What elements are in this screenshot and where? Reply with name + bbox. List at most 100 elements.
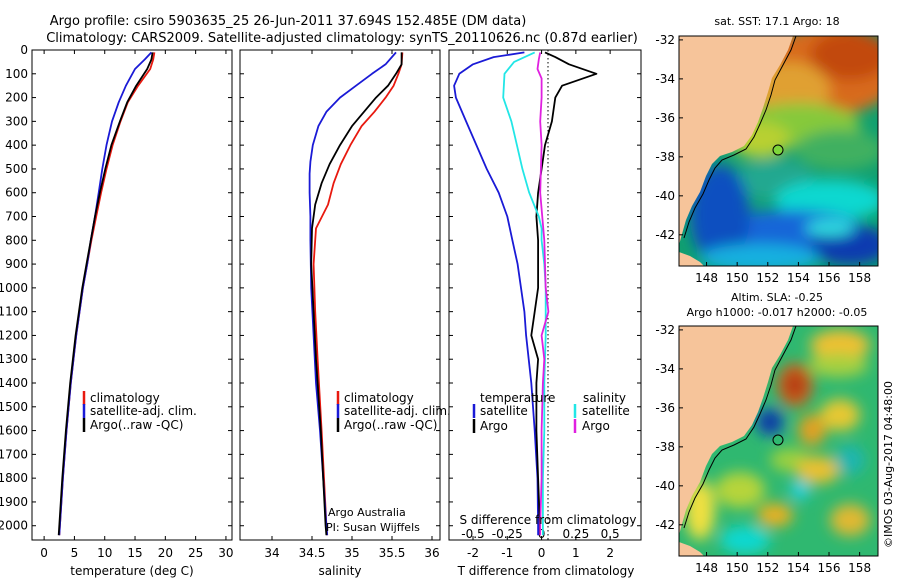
temperature-panel xyxy=(31,49,233,541)
annotation-pi: PI: Susan Wijffels xyxy=(326,521,420,534)
x-tick-label: 1 xyxy=(572,546,580,560)
profile-line-s-climatology xyxy=(312,52,404,536)
profile-line-s-satellite-adj-clim- xyxy=(308,51,397,536)
land-australia xyxy=(679,36,793,245)
legend-header-salinity: salinity xyxy=(583,391,626,405)
depth-tick-label: 900 xyxy=(5,257,28,271)
legend-label-satellite: satellite-adj. clim. xyxy=(344,404,451,418)
map-y-tick-label: -38 xyxy=(655,440,675,454)
map-y-tick-label: -34 xyxy=(655,72,675,86)
temperature-legend: climatology satellite-adj. clim. Argo(..… xyxy=(82,391,197,432)
depth-tick-label: 1000 xyxy=(0,281,28,295)
depth-tick-label: 1100 xyxy=(0,305,28,319)
land-tasmania xyxy=(679,252,704,266)
legend-header-temperature: temperature xyxy=(480,391,555,405)
depth-tick-label: 300 xyxy=(5,114,28,128)
argo-position-marker xyxy=(772,434,784,446)
salinity-panel xyxy=(239,49,441,541)
depth-tick-label: 1400 xyxy=(0,376,28,390)
depth-tick-label: 200 xyxy=(5,91,28,105)
header-line-1: Argo profile: csiro 5903635_25 26-Jun-20… xyxy=(50,14,527,29)
legend-label-satellite: satellite-adj. clim. xyxy=(90,404,197,418)
temperature-lines xyxy=(57,51,156,536)
x-tick-label: 5 xyxy=(71,546,79,560)
map-x-tick-label: 156 xyxy=(818,561,841,575)
map-y-tick-label: -36 xyxy=(655,401,675,415)
sla-map xyxy=(679,326,878,556)
legend-label-s-argo: Argo xyxy=(582,419,610,433)
depth-tick-label: 700 xyxy=(5,210,28,224)
sst-map-frame xyxy=(678,35,879,267)
salinity-lines xyxy=(308,51,404,536)
s-diff-tick-label: 0.25 xyxy=(562,527,589,541)
profile-line-d-s-satellite xyxy=(502,51,547,536)
depth-tick-label: 800 xyxy=(5,233,28,247)
map-x-tick-label: 158 xyxy=(848,561,871,575)
copyright-stamp: ©IMOS 03-Aug-2017 04:48:00 xyxy=(882,381,895,548)
x-tick-label: 20 xyxy=(158,546,173,560)
depth-tick-label: 1900 xyxy=(0,495,28,509)
depth-axis-labels: 0 100 200 300 400 500 600 700 800 900 1000 1100 1200… xyxy=(0,43,28,533)
legend-label-t-argo: Argo xyxy=(480,419,508,433)
profile-line-s-argo-raw-qc- xyxy=(310,52,403,536)
map-axis-ticks: 148 150 152 154 156 158 -32 -34 -36 -38 -40 -42 148 1… xyxy=(655,33,871,575)
s-diff-tick-label: 0.5 xyxy=(601,527,620,541)
map-y-tick-label: -34 xyxy=(655,362,675,376)
map-x-tick-label: 156 xyxy=(818,271,841,285)
x-tick-label: 35 xyxy=(344,546,359,560)
s-diff-tick-label: -0.25 xyxy=(492,527,523,541)
axes-ticks: 0 5 10 15 20 25 30 34 34.5 35 35.5 36 -2 -1 0 1 2 -0.5 -0.… xyxy=(32,49,641,560)
difference-s-xlabel: S difference from climatology xyxy=(460,513,637,527)
profile-line-d-t-satellite xyxy=(453,51,539,536)
sla-map-title: Altim. SLA: -0.25 xyxy=(731,291,823,304)
legend-label-argo: Argo(..raw -QC) xyxy=(344,418,437,432)
map-y-tick-label: -36 xyxy=(655,111,675,125)
x-tick-label: 34.5 xyxy=(299,546,326,560)
legend-label-s-satellite: satellite xyxy=(582,404,630,418)
x-tick-label: 15 xyxy=(127,546,142,560)
x-tick-label: 10 xyxy=(97,546,112,560)
header-line-2: Climatology: CARS2009. Satellite-adjuste… xyxy=(46,31,638,46)
map-x-tick-label: 148 xyxy=(695,561,718,575)
legend-label-climatology: climatology xyxy=(344,391,414,405)
map-x-tick-label: 152 xyxy=(756,561,779,575)
map-y-tick-label: -40 xyxy=(655,189,675,203)
land-tasmania xyxy=(679,542,704,556)
depth-tick-label: 500 xyxy=(5,162,28,176)
x-tick-label: 36 xyxy=(424,546,439,560)
profile-line-d-t-argo xyxy=(530,51,598,536)
difference-panel xyxy=(448,49,642,541)
map-x-tick-label: 148 xyxy=(695,271,718,285)
x-tick-label: -2 xyxy=(467,546,479,560)
s-diff-tick-label: -0.5 xyxy=(461,527,484,541)
salinity-legend: climatology satellite-adj. clim. Argo(..… xyxy=(326,391,451,534)
sla-map-subtitle: Argo h1000: -0.017 h2000: -0.05 xyxy=(687,306,868,319)
annotation-argo-australia: Argo Australia xyxy=(328,506,406,519)
depth-tick-label: 1300 xyxy=(0,352,28,366)
depth-tick-label: 400 xyxy=(5,138,28,152)
depth-tick-label: 1200 xyxy=(0,328,28,342)
s-diff-tick-label: 0 xyxy=(538,527,546,541)
temperature-xlabel: temperature (deg C) xyxy=(70,564,193,578)
depth-tick-label: 2000 xyxy=(0,519,28,533)
depth-tick-label: 1500 xyxy=(0,400,28,414)
sla-map-frame xyxy=(678,325,879,557)
legend-label-t-satellite: satellite xyxy=(480,404,528,418)
argo-position-marker xyxy=(772,144,784,156)
x-tick-label: 25 xyxy=(188,546,203,560)
shelf-contour xyxy=(683,326,797,529)
x-tick-label: 34 xyxy=(264,546,279,560)
x-tick-label: 30 xyxy=(218,546,233,560)
sst-map-title: sat. SST: 17.1 Argo: 18 xyxy=(714,15,839,28)
sst-map xyxy=(679,36,878,266)
shelf-contour xyxy=(683,36,797,239)
map-y-tick-label: -40 xyxy=(655,479,675,493)
profile-line-t-satellite-adj-clim- xyxy=(58,51,153,536)
map-y-tick-label: -38 xyxy=(655,150,675,164)
map-x-tick-label: 158 xyxy=(848,271,871,285)
map-x-tick-label: 154 xyxy=(787,271,810,285)
map-y-tick-label: -32 xyxy=(655,323,675,337)
depth-tick-label: 1800 xyxy=(0,471,28,485)
profile-line-d-s-argo xyxy=(536,52,550,536)
